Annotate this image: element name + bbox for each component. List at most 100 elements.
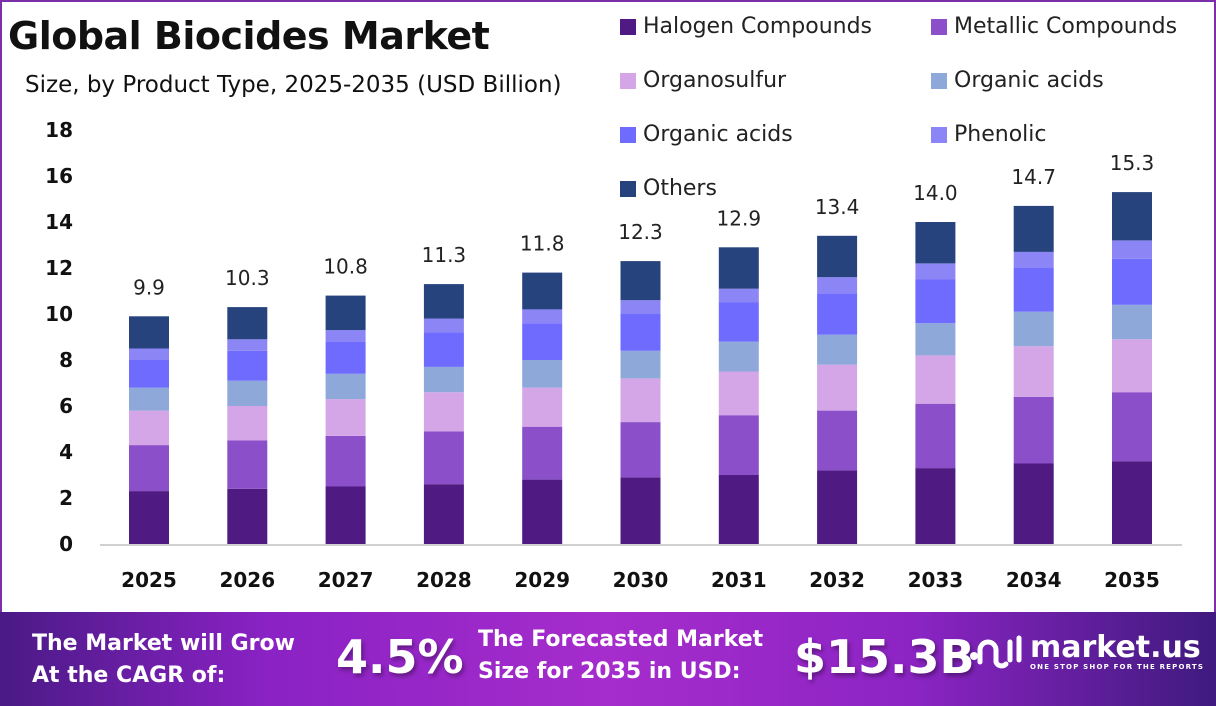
legend-swatch: [620, 126, 636, 143]
bar-segment-metallic-compounds: [129, 445, 169, 492]
legend-item: Halogen Compounds: [620, 14, 872, 39]
y-tick-label: 2: [59, 486, 73, 510]
bar-segment-organic-acids: [718, 302, 759, 342]
x-tick-label: 2027: [318, 568, 374, 592]
forecast-caption: The Forecasted Market Size for 2035 in U…: [478, 624, 763, 688]
chart-title: Global Biocides Market: [8, 14, 490, 58]
bar-segment-organic-acids: [915, 323, 956, 356]
legend-label: Halogen Compounds: [643, 14, 873, 39]
bar-total-label: 14.0: [913, 181, 958, 205]
bar-total-label: 10.3: [225, 266, 270, 290]
legend-item: Metallic Compounds: [931, 14, 1177, 39]
bar-total-label: 14.7: [1011, 165, 1056, 189]
bar-total-label: 11.3: [422, 243, 467, 267]
y-tick-label: 4: [59, 440, 73, 464]
legend-label: Organic acids: [643, 122, 793, 147]
bar-segment-phenolic: [129, 348, 169, 360]
bar-segment-phenolic: [522, 309, 563, 324]
bar-segment-metallic-compounds: [718, 415, 759, 475]
bar-segment-organic-acids: [1013, 268, 1054, 312]
bar-segment-organic-acids: [817, 293, 858, 335]
legend-label: Organic acids: [954, 68, 1104, 93]
bar-segment-halogen-compounds: [817, 470, 858, 544]
bar-segment-others: [227, 307, 268, 340]
bar-segment-organosulfur: [915, 355, 956, 404]
bar-segment-organosulfur: [522, 387, 563, 427]
bar-total-label: 11.8: [520, 232, 565, 256]
bar-segment-halogen-compounds: [620, 477, 661, 544]
bar-segment-metallic-compounds: [227, 440, 268, 489]
bar-segment-metallic-compounds: [423, 431, 464, 485]
x-tick-label: 2025: [121, 568, 177, 592]
legend-label: Others: [643, 176, 717, 201]
x-tick-label: 2032: [809, 568, 865, 592]
y-tick-label: 6: [59, 394, 73, 418]
bar-segment-organic-acids: [129, 360, 169, 388]
bar-total-label: 12.3: [618, 220, 663, 244]
cagr-caption-line1: The Market will Grow: [32, 631, 295, 656]
bar-segment-metallic-compounds: [817, 410, 858, 471]
bar-segment-metallic-compounds: [522, 426, 563, 480]
bar-segment-phenolic: [1013, 251, 1054, 268]
bar-segment-organosulfur: [227, 406, 268, 441]
bar-segment-organosulfur: [423, 392, 464, 432]
bar-segment-organic-acids: [227, 380, 268, 406]
bar-total-label: 12.9: [717, 206, 762, 230]
legend-label: Organosulfur: [643, 68, 787, 93]
market-us-logo: market.us ONE STOP SHOP FOR THE REPORTS: [968, 632, 1204, 672]
bar-segment-others: [129, 316, 169, 349]
bar-segment-phenolic: [817, 277, 858, 294]
x-tick-label: 2035: [1104, 568, 1160, 592]
bar-segment-phenolic: [325, 330, 366, 342]
bar-segment-organic-acids: [423, 332, 464, 367]
bar-segment-metallic-compounds: [1112, 392, 1152, 462]
legend-item: Organic acids: [620, 122, 793, 147]
y-tick-label: 16: [45, 164, 73, 188]
market-us-logo-icon: [970, 635, 1022, 669]
bar-segment-others: [325, 295, 366, 331]
bar-segment-halogen-compounds: [522, 479, 563, 544]
bar-segment-organic-acids: [915, 279, 956, 324]
legend-item: Phenolic: [931, 122, 1046, 147]
forecast-caption-line2: Size for 2035 in USD:: [478, 659, 741, 684]
bar-segment-phenolic: [423, 318, 464, 333]
legend-swatch: [620, 180, 636, 197]
y-tick-label: 12: [45, 256, 73, 280]
summary-banner: The Market will Grow At the CAGR of: 4.5…: [0, 612, 1216, 706]
legend-item: Organosulfur: [620, 68, 786, 93]
bar-segment-halogen-compounds: [129, 491, 169, 544]
bar-total-label: 9.9: [133, 275, 165, 299]
bar-segment-organic-acids: [325, 373, 366, 400]
legend-swatch: [931, 18, 947, 35]
bar-segment-organic-acids: [423, 366, 464, 393]
bar-segment-organosulfur: [325, 399, 366, 436]
bar-segment-organosulfur: [1112, 339, 1152, 393]
bar-segment-organic-acids: [1112, 304, 1152, 340]
x-tick-label: 2033: [908, 568, 964, 592]
bar-segment-others: [522, 272, 563, 310]
bar-segment-halogen-compounds: [227, 488, 268, 544]
bar-segment-metallic-compounds: [1013, 396, 1054, 464]
bar-segment-organic-acids: [620, 350, 661, 379]
x-tick-label: 2028: [416, 568, 472, 592]
bar-segment-organosulfur: [1013, 346, 1054, 397]
bar-segment-others: [423, 284, 464, 319]
bar-total-label: 10.8: [323, 255, 368, 279]
bar-segment-others: [1013, 205, 1054, 252]
x-tick-label: 2034: [1006, 568, 1062, 592]
bar-segment-phenolic: [915, 263, 956, 280]
legend-swatch: [620, 72, 636, 89]
y-tick-label: 8: [59, 348, 73, 372]
x-tick-label: 2029: [514, 568, 570, 592]
y-tick-label: 10: [45, 302, 73, 326]
logo-wordmark: market.us: [1030, 630, 1201, 665]
y-tick-label: 14: [45, 210, 73, 234]
bar-segment-others: [620, 261, 661, 301]
legend-swatch: [620, 18, 636, 35]
cagr-value: 4.5%: [336, 630, 464, 684]
bar-total-label: 15.3: [1110, 151, 1155, 175]
legend-item: Organic acids: [931, 68, 1104, 93]
legend-item: Others: [620, 176, 717, 201]
stacked-bar-chart: 0 2 4 6 8 10 12 14 16 18 9.9 2025 10.3 2026 10.8 2027 11…: [45, 118, 1182, 592]
bar-segment-phenolic: [620, 300, 661, 314]
